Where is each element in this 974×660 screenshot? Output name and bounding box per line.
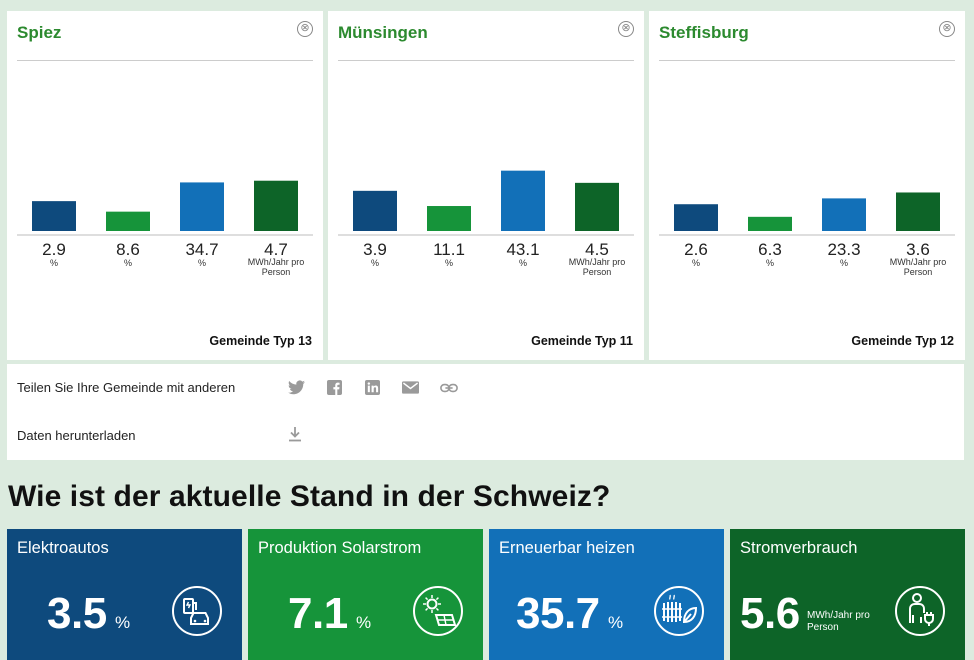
gemeinde-type-label: Gemeinde Typ 13 [209, 334, 312, 348]
bar-value-label: 43.1 [506, 240, 539, 259]
chart-bar [896, 192, 940, 231]
download-label: Daten herunterladen [17, 428, 136, 443]
bar-value-label: 34.7 [185, 240, 218, 259]
kpi-label: Erneuerbar heizen [499, 539, 635, 557]
chart-bar [748, 216, 792, 231]
kpi-value: 3.5 [47, 589, 107, 638]
card-title: Spiez [17, 23, 62, 42]
gemeinde-type-label: Gemeinde Typ 12 [851, 334, 954, 348]
bar-unit-label: % [371, 258, 379, 268]
bar-value-label: 2.9 [42, 240, 66, 259]
bar-unit-label: MWh/Jahr pro [569, 257, 626, 267]
kpi-tile-stromverbrauch: Stromverbrauch 5.6 MWh/Jahr pro Person [730, 529, 965, 660]
share-panel: Teilen Sie Ihre Gemeinde mit anderen Dat… [7, 364, 964, 460]
bar-unit-label: % [692, 258, 700, 268]
kpi-label: Stromverbrauch [740, 539, 858, 557]
chart-bar [427, 206, 471, 231]
bar-unit-label: % [766, 258, 774, 268]
bar-value-label: 11.1 [433, 240, 465, 259]
share-icons [287, 378, 458, 397]
close-icon[interactable]: ⊗ [618, 21, 634, 37]
kpi-value: 5.6 [740, 589, 800, 638]
kpi-value: 7.1 [288, 589, 348, 638]
share-label: Teilen Sie Ihre Gemeinde mit anderen [17, 380, 236, 395]
chart-bar [180, 182, 224, 231]
bar-unit-label: % [445, 258, 453, 268]
municipality-card-steffisburg: Steffisburg ⊗ 2.6% 6.3% 23.3% 3.6 MWh/Jahr p… [649, 11, 965, 360]
link-icon[interactable] [439, 378, 458, 397]
municipality-card-muensingen: Münsingen ⊗ 3.9% 11.1% 43.1% 4.5 MWh/Jahr pr… [328, 11, 644, 360]
bar-unit-label: % [124, 258, 132, 268]
bar-unit-label: MWh/Jahr pro [890, 257, 947, 267]
card-divider [338, 60, 634, 61]
chart-bar [674, 204, 718, 231]
chart-bar [575, 182, 619, 231]
bar-unit-label: % [519, 258, 527, 268]
kpi-value: 35.7 [516, 589, 600, 638]
facebook-icon[interactable] [325, 378, 344, 397]
kpi-label: Produktion Solarstrom [258, 539, 422, 557]
bar-value-label: 6.3 [758, 240, 782, 259]
card-divider [17, 60, 313, 61]
chart-bar [822, 198, 866, 231]
bar-unit-label: Person [583, 267, 612, 277]
gemeinde-type-label: Gemeinde Typ 11 [531, 334, 633, 348]
mail-icon[interactable] [401, 378, 420, 397]
bar-unit-label: % [50, 258, 58, 268]
download-icon[interactable] [287, 426, 306, 445]
bar-value-label: 8.6 [116, 240, 140, 259]
kpi-unit: % [608, 613, 624, 632]
bar-value-label: 23.3 [827, 240, 860, 259]
section-heading: Wie ist der aktuelle Stand in der Schwei… [8, 480, 611, 513]
kpi-tile-solarstrom: Produktion Solarstrom 7.1 % [248, 529, 483, 660]
bar-unit-label: Person [262, 267, 291, 277]
bar-unit-label: Person [904, 267, 933, 277]
kpi-label: Elektroautos [17, 539, 109, 557]
card-title: Münsingen [338, 23, 428, 42]
bar-unit-label: % [198, 258, 206, 268]
card-divider [659, 60, 955, 61]
chart-bar [353, 190, 397, 231]
linkedin-icon[interactable] [363, 378, 382, 397]
kpi-unit: % [356, 613, 372, 632]
close-icon[interactable]: ⊗ [297, 21, 313, 37]
kpi-unit: MWh/Jahr pro Person [807, 610, 870, 633]
chart-bar [32, 201, 76, 231]
close-icon[interactable]: ⊗ [939, 21, 955, 37]
municipality-card-spiez: Spiez ⊗ 2.9% 8.6% 34.7% 4.7 MWh/Jahr pro Pers… [7, 11, 323, 360]
solar-panel-icon [412, 585, 464, 637]
bar-value-label: 2.6 [684, 240, 708, 259]
bar-value-label: 4.7 [264, 240, 288, 259]
chart-bar [106, 211, 150, 231]
chart-bar [254, 180, 298, 231]
bar-value-label: 3.6 [906, 240, 930, 259]
radiator-leaf-icon [653, 585, 705, 637]
card-title: Steffisburg [659, 23, 749, 42]
kpi-tile-heizen: Erneuerbar heizen 35.7 % [489, 529, 724, 660]
ev-charging-icon [171, 585, 223, 637]
kpi-tile-elektroautos: Elektroautos 3.5 % [7, 529, 242, 660]
bar-unit-label: % [840, 258, 848, 268]
chart-bar [501, 170, 545, 231]
kpi-unit: % [115, 613, 131, 632]
bar-value-label: 4.5 [585, 240, 609, 259]
bar-value-label: 3.9 [363, 240, 387, 259]
twitter-icon[interactable] [287, 378, 306, 397]
person-plug-icon [894, 585, 946, 637]
bar-unit-label: MWh/Jahr pro [248, 257, 305, 267]
